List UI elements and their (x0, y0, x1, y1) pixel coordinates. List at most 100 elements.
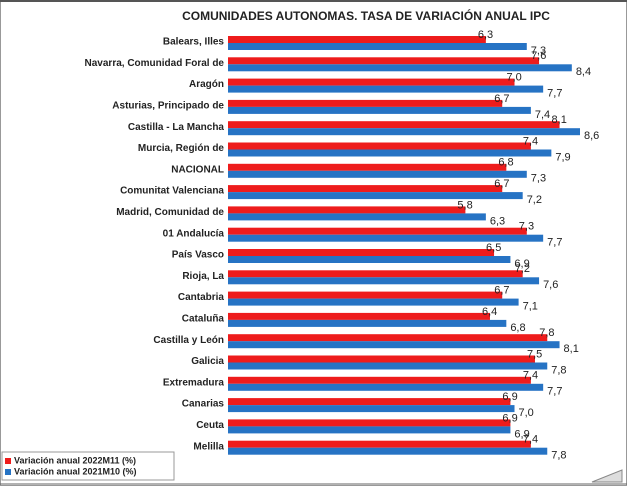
legend-swatch (5, 469, 11, 475)
category-label: Canarias (182, 399, 225, 410)
value-label: 8,4 (576, 66, 591, 78)
value-label: 7,6 (543, 279, 558, 291)
value-label: 7,0 (519, 407, 534, 419)
category-label: Balears, Illes (163, 37, 225, 48)
bar (228, 291, 503, 299)
category-label: Madrid, Comunidad de (116, 207, 224, 218)
category-label: Cataluña (182, 314, 225, 325)
bar (228, 355, 535, 363)
category-label: Galicia (191, 356, 224, 367)
bar (228, 213, 486, 221)
bar (228, 121, 560, 129)
value-label: 7,4 (523, 370, 538, 382)
top-edge (0, 0, 627, 2)
legend-swatch (5, 458, 11, 464)
bar (228, 249, 495, 256)
value-label: 7,1 (523, 301, 538, 313)
value-label: 7,7 (547, 386, 562, 398)
bar (228, 163, 507, 171)
value-label: 6,3 (478, 29, 493, 41)
value-label: 7,4 (535, 109, 550, 121)
category-label: Comunitat Valenciana (120, 186, 224, 197)
bar (228, 376, 531, 384)
category-label: 01 Andalucía (163, 228, 225, 239)
category-label: Cantabria (178, 292, 225, 303)
category-label: Extremadura (163, 377, 225, 388)
value-label: 7,8 (551, 450, 566, 462)
bar (228, 440, 531, 448)
value-label: 6,9 (514, 428, 529, 440)
bar (228, 398, 511, 406)
bar (228, 277, 540, 285)
bar (228, 341, 560, 349)
bar (228, 99, 503, 107)
value-label: 6,8 (510, 322, 525, 334)
corner-icon (591, 469, 623, 483)
value-label: 7,8 (551, 364, 566, 376)
bar (228, 234, 544, 242)
category-label: País Vasco (172, 250, 224, 261)
chart-title: COMUNIDADES AUTONOMAS. TASA DE VARIACIÓN… (182, 8, 550, 23)
value-label: 7,4 (523, 434, 538, 446)
category-label: Melilla (193, 441, 224, 452)
value-label: 6,9 (514, 258, 529, 270)
category-label: NACIONAL (171, 164, 224, 175)
bar (228, 206, 466, 214)
legend-label: Variación anual 2021M10 (%) (14, 466, 137, 476)
bar (228, 64, 572, 72)
bar (228, 170, 527, 178)
value-label: 7,0 (507, 72, 522, 84)
bar (228, 142, 531, 150)
bar (228, 43, 527, 50)
bar (228, 383, 544, 391)
value-label: 6,9 (502, 391, 517, 403)
category-label: Castilla y León (153, 335, 224, 346)
bar (228, 57, 540, 65)
category-label: Rioja, La (182, 271, 224, 282)
value-label: 7,7 (547, 88, 562, 100)
bar (228, 426, 511, 434)
value-label: 7,2 (527, 194, 542, 206)
value-label: 6,9 (502, 412, 517, 424)
category-label: Navarra, Comunidad Foral de (85, 58, 225, 69)
value-label: 6,8 (498, 157, 513, 169)
category-label: Murcia, Región de (138, 143, 225, 154)
bar (228, 128, 580, 136)
value-label: 7,2 (515, 263, 530, 275)
value-label: 7,5 (527, 348, 542, 360)
bar (228, 362, 548, 370)
bar (228, 85, 544, 93)
bar (228, 319, 507, 327)
legend-label: Variación anual 2022M11 (%) (14, 455, 136, 465)
value-label: 6,7 (494, 285, 509, 297)
category-label: Ceuta (196, 420, 224, 431)
value-label: 7,8 (539, 327, 554, 339)
value-label: 7,6 (531, 50, 546, 62)
bar (228, 419, 511, 427)
value-label: 7,3 (531, 45, 546, 57)
bar (228, 192, 523, 200)
value-label: 6,4 (482, 306, 497, 318)
value-label: 7,7 (547, 237, 562, 249)
bar (228, 256, 511, 263)
value-label: 8,6 (584, 130, 599, 142)
value-label: 6,7 (494, 93, 509, 105)
bar (228, 106, 531, 114)
bar (228, 78, 515, 86)
value-label: 7,3 (519, 221, 534, 233)
bar (228, 298, 519, 306)
bar (228, 185, 503, 193)
category-label: Aragón (189, 79, 224, 90)
value-label: 7,3 (531, 173, 546, 185)
category-label: Asturias, Principado de (112, 101, 224, 112)
value-label: 6,5 (486, 242, 501, 254)
bar (228, 36, 486, 43)
value-label: 8,1 (552, 114, 567, 126)
value-label: 7,4 (523, 135, 538, 147)
value-label: 8,1 (564, 343, 579, 355)
bar (228, 227, 527, 235)
bar (228, 334, 548, 342)
bar (228, 405, 515, 413)
category-label: Castilla - La Mancha (128, 122, 225, 133)
bar (228, 149, 552, 157)
